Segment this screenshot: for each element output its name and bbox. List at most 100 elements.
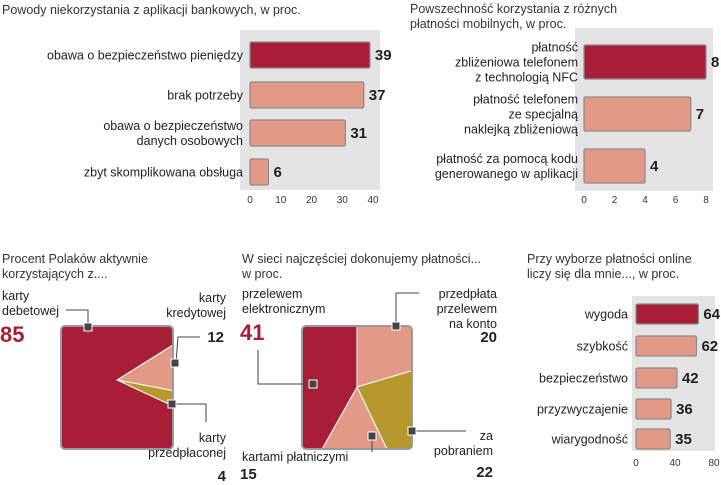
bar bbox=[583, 96, 692, 132]
category-label: generowanego w aplikacji bbox=[435, 167, 578, 181]
category-label: zbyt skomplikowana obsługa bbox=[84, 166, 243, 180]
slice-value-big: 41 bbox=[240, 320, 264, 345]
chart-title: W sieci najczęściej dokonujemy płatności… bbox=[242, 252, 481, 266]
bar bbox=[583, 148, 646, 184]
category-label: wygoda bbox=[584, 308, 628, 322]
slice-value: 12 bbox=[207, 329, 224, 346]
category-label: płatność za pomocą kodu bbox=[436, 152, 578, 166]
bar bbox=[635, 303, 700, 325]
category-label: przyzwyczajenie bbox=[537, 403, 628, 417]
bar-value-label: 42 bbox=[682, 370, 699, 387]
x-tick-label: 2 bbox=[612, 195, 618, 206]
chart-title: Przy wyborze płatności online bbox=[527, 252, 692, 266]
category-label: bezpieczeństwo bbox=[539, 372, 628, 386]
leader-line bbox=[175, 336, 200, 364]
category-label: zbliżeniowa telefonem bbox=[455, 56, 578, 70]
x-tick-label: 40 bbox=[367, 195, 379, 206]
leader-line bbox=[395, 292, 419, 326]
pie-slice bbox=[302, 385, 410, 449]
pie-frame bbox=[301, 325, 413, 450]
slice-label: za bbox=[480, 429, 493, 443]
category-label: płatność telefonem bbox=[473, 93, 578, 107]
slice-label: na konto bbox=[449, 317, 497, 331]
bar-value-label: 6 bbox=[273, 164, 281, 181]
category-label: ze specjalną bbox=[509, 108, 579, 122]
leader-line bbox=[66, 309, 89, 328]
slice-value: 22 bbox=[476, 464, 493, 481]
x-tick-label: 10 bbox=[275, 195, 287, 206]
slice-label: przedpłata bbox=[439, 287, 497, 301]
category-label: naklejką zbliżeniową bbox=[464, 123, 578, 137]
bar-value-label: 7 bbox=[696, 106, 704, 123]
slice-label: przelewem bbox=[437, 302, 497, 316]
bar-chart-4 bbox=[632, 296, 715, 451]
slice-label: karty bbox=[199, 431, 227, 445]
bar bbox=[583, 44, 707, 80]
bar bbox=[249, 158, 270, 186]
x-tick-label: 0 bbox=[633, 458, 639, 469]
slice-label: pobraniem bbox=[434, 444, 493, 458]
bar-value-label: 35 bbox=[675, 431, 692, 448]
leader-marker bbox=[407, 426, 417, 436]
pie-slice bbox=[356, 326, 412, 388]
x-tick-label: 0 bbox=[581, 195, 587, 206]
bar bbox=[635, 428, 671, 450]
slice-label: przedpłaconej bbox=[148, 446, 226, 460]
leader-marker bbox=[367, 431, 377, 441]
bar bbox=[249, 41, 371, 69]
x-tick-label: 0 bbox=[247, 195, 253, 206]
pie-frame bbox=[60, 325, 174, 450]
bar-chart-1 bbox=[575, 28, 713, 191]
bar-value-label: 37 bbox=[369, 87, 386, 104]
x-tick-label: 20 bbox=[306, 195, 318, 206]
slice-label: karty bbox=[2, 289, 30, 303]
leader-marker bbox=[170, 358, 180, 368]
leader-marker bbox=[167, 399, 177, 409]
bar bbox=[249, 119, 346, 147]
pie-slice bbox=[302, 326, 358, 449]
category-label: obawa o bezpieczeństwo pieniędzy bbox=[47, 49, 244, 63]
slice-label: debetowej bbox=[2, 304, 59, 318]
bar bbox=[635, 335, 698, 357]
bar bbox=[249, 81, 365, 109]
slice-label: kartami płatniczymi bbox=[242, 450, 348, 464]
chart-title: Powody niekorzystania z aplikacji bankow… bbox=[2, 3, 301, 17]
pie-slice bbox=[356, 352, 412, 449]
category-label: z technologią NFC bbox=[475, 71, 578, 85]
category-label: brak potrzeby bbox=[167, 89, 243, 103]
chart-title: płatności mobilnych, w proc. bbox=[410, 17, 566, 31]
category-label: obawa o bezpieczeństwo bbox=[103, 119, 243, 133]
category-label: szybkość bbox=[577, 340, 628, 354]
bar-value-label: 62 bbox=[701, 338, 718, 355]
chart-title: w proc. bbox=[241, 267, 282, 281]
slice-label: przelewem bbox=[242, 287, 302, 301]
bar-value-label: 64 bbox=[703, 306, 720, 323]
slice-label: elektronicznym bbox=[242, 302, 325, 316]
slice-value: 4 bbox=[218, 468, 227, 485]
x-tick-label: 30 bbox=[337, 195, 349, 206]
category-label: płatność bbox=[531, 41, 578, 55]
bar bbox=[635, 367, 678, 389]
bar-value-label: 36 bbox=[676, 401, 693, 418]
slice-value: 15 bbox=[240, 466, 257, 483]
leader-marker bbox=[391, 321, 401, 331]
pie-chart-cards bbox=[60, 309, 207, 450]
bar-value-label: 31 bbox=[350, 125, 367, 142]
slice-label: kredytowej bbox=[166, 306, 226, 320]
slice-value: 20 bbox=[480, 329, 497, 346]
x-tick-label: 40 bbox=[669, 458, 681, 469]
bar-chart-0 bbox=[240, 30, 380, 190]
category-label: danych osobowych bbox=[137, 134, 243, 148]
x-tick-label: 8 bbox=[703, 195, 709, 206]
x-tick-label: 80 bbox=[708, 458, 720, 469]
bar-value-label: 4 bbox=[650, 158, 659, 175]
bar-value-label: 39 bbox=[375, 47, 392, 64]
slice-label: karty bbox=[199, 291, 227, 305]
pie-chart-online bbox=[257, 292, 466, 452]
bar-value-label: 8 bbox=[711, 54, 719, 71]
leader-marker bbox=[83, 322, 93, 332]
leader-line bbox=[176, 403, 207, 422]
chart-title: liczy się dla mnie..., w proc. bbox=[527, 267, 679, 281]
leader-line bbox=[257, 350, 313, 385]
